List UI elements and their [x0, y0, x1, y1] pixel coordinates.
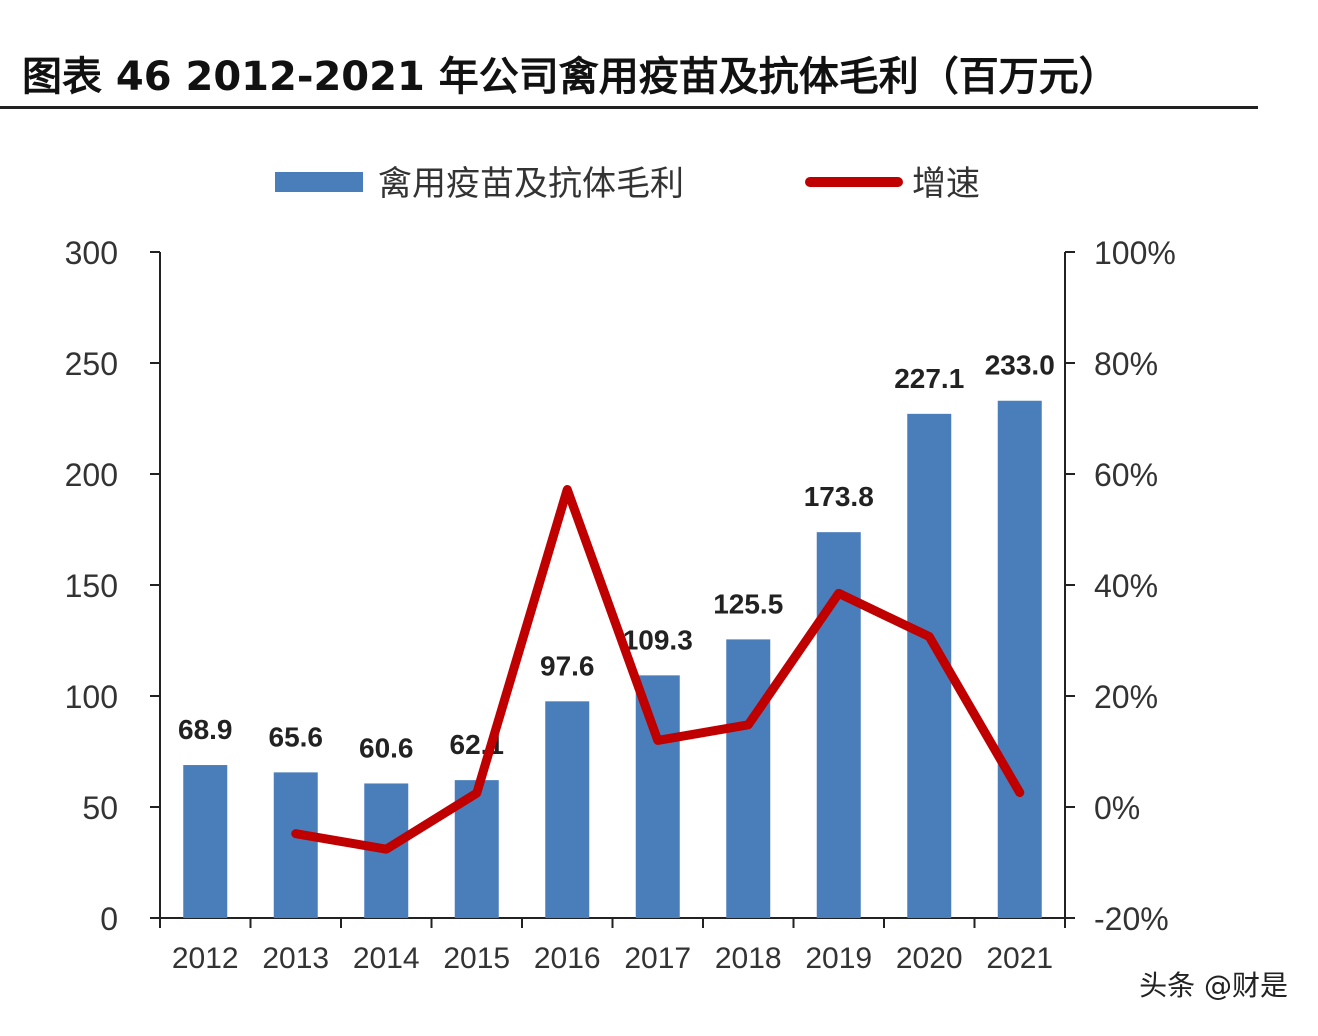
y-left-tick-label: 150 — [65, 568, 118, 604]
x-tick-label: 2015 — [443, 942, 510, 975]
bar — [726, 639, 771, 918]
bar — [997, 400, 1042, 918]
bar-data-label: 97.6 — [540, 650, 595, 681]
bar — [635, 675, 680, 918]
x-tick-label: 2021 — [986, 942, 1053, 975]
x-tick-label: 2019 — [805, 942, 872, 975]
bar — [545, 701, 590, 918]
x-tick-label: 2018 — [715, 942, 782, 975]
bar-data-labels: 68.9 65.6 60.6 62.197.6109.3125.5173.8227.1… — [178, 350, 1055, 764]
y-right-tick-label: 20% — [1094, 679, 1158, 715]
bar-data-label: 65.6 — [269, 721, 324, 752]
legend-line-label: 增速 — [912, 164, 980, 204]
bar-data-label: 60.6 — [359, 732, 414, 763]
y-right-tick-label: 80% — [1094, 346, 1158, 382]
y-left-tick-label: 250 — [65, 346, 118, 382]
y-left-tick-label: 200 — [65, 457, 118, 493]
bar — [273, 772, 318, 918]
y-right-tick-label: 40% — [1094, 568, 1158, 604]
x-tick-label: 2016 — [534, 942, 601, 975]
x-tick-label: 2012 — [172, 942, 239, 975]
y-left-tick-label: 100 — [65, 679, 118, 715]
bar — [183, 765, 228, 918]
title-divider — [0, 106, 1258, 109]
y-left-tick-label: 300 — [65, 235, 118, 271]
bar-data-label: 233.0 — [985, 350, 1055, 381]
growth-point — [1018, 791, 1021, 794]
line-series — [291, 485, 1025, 854]
legend: 禽用疫苗及抗体毛利 增速 — [275, 164, 980, 204]
growth-point — [475, 792, 478, 795]
growth-point — [837, 592, 840, 595]
bar-data-label: 109.3 — [623, 624, 693, 655]
legend-bar-label: 禽用疫苗及抗体毛利 — [378, 164, 684, 204]
x-tick-label: 2020 — [896, 942, 963, 975]
bar-data-label: 227.1 — [894, 363, 964, 394]
legend-bar-swatch — [275, 172, 363, 192]
y-left-tick-label: 50 — [82, 790, 118, 826]
bar-data-label: 173.8 — [804, 481, 874, 512]
bar-series — [183, 400, 1042, 918]
growth-point — [294, 832, 297, 835]
growth-point — [928, 635, 931, 638]
y-right-tick-label: 60% — [1094, 457, 1158, 493]
chart-title: 图表 46 2012-2021 年公司禽用疫苗及抗体毛利（百万元） — [22, 54, 1119, 100]
y-left-tick-label: 0 — [100, 901, 118, 937]
bar-data-label: 125.5 — [713, 588, 783, 619]
growth-point — [747, 723, 750, 726]
axes: 0 50 100 150 200 250 300 -20% 0% 20% 40% 60% 80% 100%… — [65, 235, 1176, 975]
y-right-tick-label: -20% — [1094, 901, 1169, 937]
x-tick-label: 2013 — [262, 942, 329, 975]
growth-point — [385, 848, 388, 851]
growth-point — [566, 488, 569, 491]
watermark: 头条 @财是 — [1139, 969, 1288, 1002]
growth-point — [656, 739, 659, 742]
x-tick-label: 2017 — [624, 942, 691, 975]
x-tick-label: 2014 — [353, 942, 420, 975]
y-right-tick-label: 100% — [1094, 235, 1176, 271]
y-right-tick-label: 0% — [1094, 790, 1140, 826]
bar-data-label: 68.9 — [178, 714, 233, 745]
